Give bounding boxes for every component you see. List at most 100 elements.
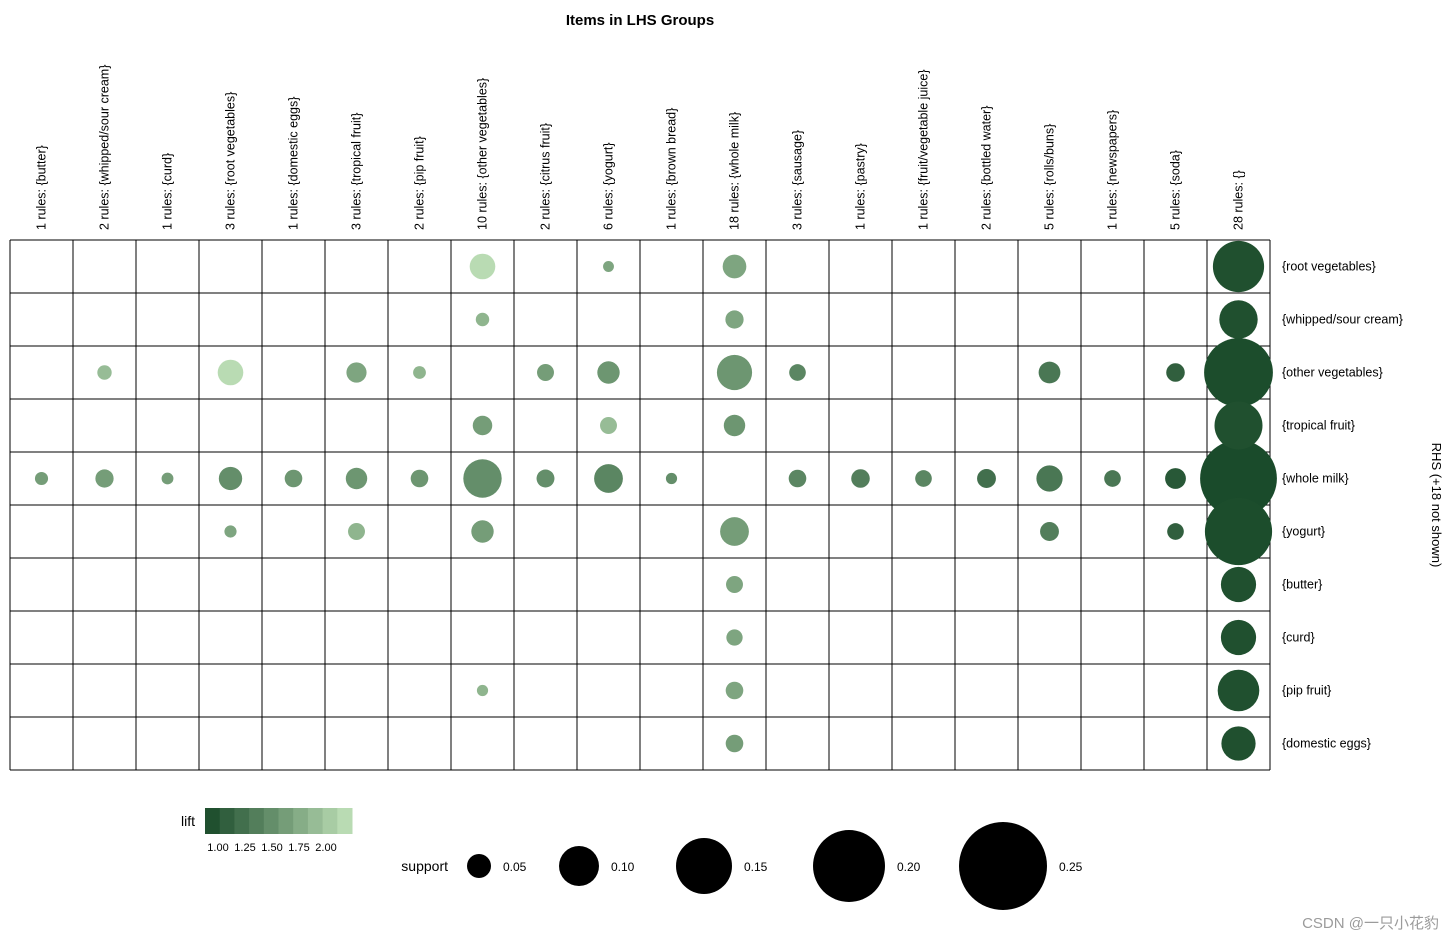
rule-bubble — [161, 472, 174, 485]
lhs-column-label: 2 rules: {whipped/sour cream} — [98, 65, 112, 230]
rhs-row-label: {yogurt} — [1282, 525, 1325, 539]
rule-bubble — [851, 469, 870, 488]
lhs-column-label: 3 rules: {root vegetables} — [224, 92, 238, 230]
lhs-column-label: 3 rules: {sausage} — [791, 130, 805, 230]
lift-colorbar-segment — [234, 808, 250, 834]
lhs-column-label: 5 rules: {rolls/buns} — [1043, 124, 1057, 230]
support-tick-label: 0.10 — [611, 860, 635, 874]
rule-bubble — [1038, 361, 1061, 384]
lhs-column-label: 6 rules: {yogurt} — [602, 142, 616, 230]
rule-bubble — [597, 361, 620, 384]
lift-colorbar-segment — [249, 808, 265, 834]
lhs-column-label: 2 rules: {pip fruit} — [413, 136, 427, 230]
lift-colorbar-segment — [307, 808, 324, 834]
lift-tick-label: 1.00 — [207, 842, 228, 854]
rule-bubble — [665, 472, 678, 485]
rhs-row-label: {whole milk} — [1282, 472, 1349, 486]
support-legend-label: support — [401, 858, 448, 874]
lhs-column-label: 10 rules: {other vegetables} — [476, 78, 490, 230]
rhs-row-label: {pip fruit} — [1282, 684, 1331, 698]
rule-bubble — [1204, 497, 1273, 566]
rule-bubble — [722, 254, 747, 279]
lift-tick-label: 1.75 — [288, 842, 309, 854]
lhs-column-label: 1 rules: {newspapers} — [1106, 110, 1120, 230]
rule-bubble — [471, 520, 494, 543]
chart-title: Items in LHS Groups — [565, 12, 715, 29]
rule-bubble — [726, 629, 743, 646]
lift-colorbar-segment — [205, 808, 221, 834]
lift-colorbar-segment — [263, 808, 279, 834]
rule-bubble — [476, 684, 489, 697]
rhs-row-label: {other vegetables} — [1282, 366, 1383, 380]
lhs-column-label: 1 rules: {pastry} — [854, 143, 868, 230]
rhs-row-label: {tropical fruit} — [1282, 419, 1355, 433]
lhs-column-label: 28 rules: {} — [1232, 170, 1246, 230]
rule-bubble — [915, 470, 932, 487]
rule-bubble — [224, 525, 237, 538]
support-legend-circle — [676, 838, 732, 894]
rhs-row-label: {whipped/sour cream} — [1282, 313, 1403, 327]
lhs-column-label: 1 rules: {butter} — [35, 145, 49, 230]
lift-tick-label: 1.25 — [234, 842, 255, 854]
rule-bubble — [594, 464, 623, 493]
lift-tick-label: 2.00 — [315, 842, 336, 854]
rule-bubble — [1104, 470, 1121, 487]
rule-bubble — [977, 469, 996, 488]
lhs-column-label: 2 rules: {bottled water} — [980, 106, 994, 230]
rhs-row-label: {domestic eggs} — [1282, 737, 1371, 751]
watermark-text: CSDN @一只小花豹 — [1302, 915, 1439, 932]
rule-bubble — [723, 414, 746, 437]
support-legend-circle — [559, 846, 599, 886]
rule-bubble — [726, 576, 743, 593]
rule-bubble — [1214, 401, 1263, 450]
lhs-column-label: 2 rules: {citrus fruit} — [539, 123, 553, 230]
rule-bubble — [218, 466, 243, 491]
rule-bubble — [1219, 300, 1258, 339]
rule-bubble — [463, 459, 502, 498]
lhs-column-label: 1 rules: {curd} — [161, 153, 175, 230]
lift-colorbar-segment — [219, 808, 235, 834]
rule-bubble — [1167, 523, 1184, 540]
lift-colorbar-segment — [278, 808, 294, 834]
rule-bubble — [97, 365, 112, 380]
lift-tick-label: 1.50 — [261, 842, 282, 854]
lhs-column-label: 18 rules: {whole milk} — [728, 112, 742, 230]
rule-bubble — [720, 517, 749, 546]
rule-bubble — [348, 523, 365, 540]
rule-bubble — [1165, 468, 1186, 489]
rule-bubble — [1204, 338, 1273, 407]
rule-bubble — [345, 467, 368, 490]
lift-legend-label: lift — [181, 813, 195, 829]
support-legend-circle — [959, 822, 1047, 910]
rule-bubble — [725, 681, 744, 700]
support-tick-label: 0.05 — [503, 860, 527, 874]
lhs-column-label: 3 rules: {tropical fruit} — [350, 113, 364, 230]
lhs-column-label: 1 rules: {brown bread} — [665, 108, 679, 230]
rule-bubble — [346, 362, 367, 383]
rule-bubble — [716, 354, 753, 391]
rule-bubble — [1212, 240, 1265, 293]
rule-bubble — [34, 471, 49, 486]
rule-bubble — [475, 312, 490, 327]
rule-bubble — [789, 364, 806, 381]
rule-bubble — [1166, 363, 1185, 382]
rhs-row-label: {curd} — [1282, 631, 1315, 645]
rule-bubble — [1040, 522, 1059, 541]
lhs-column-label: 1 rules: {domestic eggs} — [287, 97, 301, 230]
rule-bubble — [413, 366, 426, 379]
lift-colorbar-segment — [337, 808, 353, 834]
support-tick-label: 0.15 — [744, 860, 768, 874]
rule-bubble — [95, 469, 114, 488]
rule-bubble — [537, 364, 554, 381]
rule-bubble — [1220, 619, 1257, 656]
rule-bubble — [1220, 566, 1257, 603]
rule-bubble — [600, 417, 617, 434]
rule-bubble — [725, 734, 744, 753]
lift-colorbar-segment — [322, 808, 338, 834]
lift-colorbar-segment — [293, 808, 309, 834]
rule-bubble — [284, 469, 303, 488]
rule-bubble — [1217, 669, 1260, 712]
rule-bubble — [1221, 726, 1256, 761]
rule-bubble — [217, 359, 244, 386]
